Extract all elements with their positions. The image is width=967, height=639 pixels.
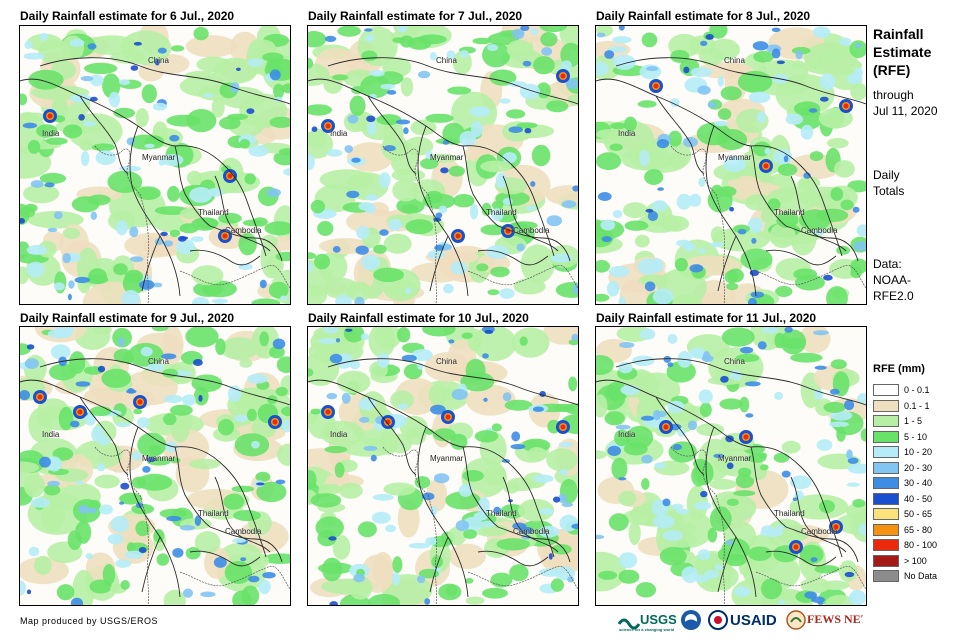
data-source-block: Data: NOAA- RFE2.0 <box>873 256 914 304</box>
legend-swatch <box>873 384 899 396</box>
rainfall-field <box>20 26 290 304</box>
legend-swatch <box>873 492 899 505</box>
map-credit: Map produced by USGS/EROS <box>20 616 159 626</box>
sidebar-title-line2: Estimate <box>873 44 932 60</box>
through-date: Jul 11, 2020 <box>873 104 938 118</box>
legend-label: 30 - 40 <box>904 478 933 488</box>
place-label-myanmar: Myanmar <box>718 153 752 162</box>
fews-net-logo: FEWS NET <box>786 608 869 632</box>
rainfall-field <box>308 26 578 304</box>
place-label-china: China <box>436 56 457 65</box>
place-label-india: India <box>330 129 348 138</box>
place-label-cambodia: Cambodia <box>513 527 550 536</box>
place-label-cambodia: Cambodia <box>513 226 550 235</box>
legend-label: 1 - 5 <box>904 416 923 426</box>
place-label-india: India <box>330 430 348 439</box>
place-label-cambodia: Cambodia <box>225 226 262 235</box>
panel-title-8-jul: Daily Rainfall estimate for 8 Jul., 2020 <box>596 9 811 23</box>
panel-title-9-jul: Daily Rainfall estimate for 9 Jul., 2020 <box>20 311 235 325</box>
panel-title-10-jul: Daily Rainfall estimate for 10 Jul., 202… <box>308 311 529 325</box>
agency-logos: USGS science for a changing world USAID … <box>617 608 869 632</box>
totals-line2: Totals <box>873 184 905 198</box>
place-label-china: China <box>148 357 169 366</box>
rainfall-map-7-jul: China India Myanmar Thailand Cambodia <box>307 25 579 305</box>
legend-label: 40 - 50 <box>904 493 933 504</box>
place-label-thailand: Thailand <box>486 208 517 217</box>
legend-title: RFE (mm) <box>873 363 925 375</box>
data-source-line2: RFE2.0 <box>873 289 914 303</box>
place-label-india: India <box>42 430 60 439</box>
legend-label: 5 - 10 <box>904 431 928 442</box>
place-label-india: India <box>618 129 636 138</box>
through-label: through <box>873 88 914 102</box>
svg-text:USAID: USAID <box>730 612 777 629</box>
legend-label: No Data <box>904 571 938 581</box>
panel-title-7-jul: Daily Rainfall estimate for 7 Jul., 2020 <box>308 9 523 23</box>
rainfall-field <box>308 327 578 605</box>
rainfall-field <box>596 26 866 304</box>
usgs-logo: USGS science for a changing world <box>617 608 677 632</box>
legend-swatch <box>873 570 899 582</box>
legend-label: 80 - 100 <box>904 540 938 550</box>
totals-block: Daily Totals <box>873 167 904 199</box>
legend-swatch <box>873 477 899 489</box>
place-label-thailand: Thailand <box>486 509 517 518</box>
place-label-myanmar: Myanmar <box>718 454 752 463</box>
rainfall-map-8-jul: China India Myanmar Thailand Cambodia <box>595 25 867 305</box>
place-label-thailand: Thailand <box>774 509 805 518</box>
place-label-thailand: Thailand <box>198 509 229 518</box>
svg-text:FEWS NET: FEWS NET <box>807 612 863 626</box>
sidebar-title-line1: Rainfall <box>873 26 924 42</box>
noaa-logo <box>680 608 702 632</box>
svg-text:science for a changing world: science for a changing world <box>619 627 675 632</box>
totals-line1: Daily <box>873 168 900 182</box>
rainfall-map-10-jul: China India Myanmar Thailand Cambodia <box>307 326 579 606</box>
place-label-myanmar: Myanmar <box>430 153 464 162</box>
svg-text:USGS: USGS <box>640 612 676 627</box>
legend-swatch <box>873 523 899 536</box>
legend-label: 20 - 30 <box>904 462 933 473</box>
legend-swatch <box>873 554 899 567</box>
usaid-logo: USAID <box>708 608 783 632</box>
legend-label: 50 - 65 <box>904 509 933 519</box>
panel-title-11-jul: Daily Rainfall estimate for 11 Jul., 202… <box>596 311 817 325</box>
rainfall-map-11-jul: China India Myanmar Thailand Cambodia <box>595 326 867 606</box>
legend-swatch <box>873 399 899 412</box>
legend-label: 0.1 - 1 <box>904 400 930 411</box>
place-label-cambodia: Cambodia <box>801 226 838 235</box>
legend-swatch <box>873 446 899 458</box>
place-label-china: China <box>436 357 457 366</box>
place-label-myanmar: Myanmar <box>142 454 176 463</box>
rainfall-map-9-jul: China India Myanmar Thailand Cambodia <box>19 326 291 606</box>
legend-label: > 100 <box>904 555 927 566</box>
place-label-china: China <box>148 56 169 65</box>
legend-swatch <box>873 430 899 443</box>
rainfall-map-6-jul: China India Myanmar Thailand Cambodia <box>19 25 291 305</box>
place-label-china: China <box>724 56 745 65</box>
sidebar-title: Rainfall Estimate (RFE) <box>873 25 931 79</box>
place-label-myanmar: Myanmar <box>430 454 464 463</box>
data-source-label: Data: <box>873 257 902 271</box>
legend-swatch <box>873 461 899 474</box>
place-label-india: India <box>618 430 636 439</box>
legend-label: 65 - 80 <box>904 524 933 535</box>
legend-label: 10 - 20 <box>904 447 933 457</box>
place-label-cambodia: Cambodia <box>225 527 262 536</box>
legend-label: 0 - 0.1 <box>904 385 930 395</box>
legend-swatch <box>873 508 899 520</box>
legend-swatch <box>873 415 899 427</box>
through-block: through Jul 11, 2020 <box>873 87 938 119</box>
place-label-myanmar: Myanmar <box>142 153 176 162</box>
rainfall-field <box>596 327 866 605</box>
legend-swatch <box>873 539 899 551</box>
sidebar-title-line3: (RFE) <box>873 62 911 78</box>
place-label-thailand: Thailand <box>198 208 229 217</box>
place-label-india: India <box>42 129 60 138</box>
place-label-thailand: Thailand <box>774 208 805 217</box>
place-label-cambodia: Cambodia <box>801 527 838 536</box>
panel-title-6-jul: Daily Rainfall estimate for 6 Jul., 2020 <box>20 9 235 23</box>
data-source-line1: NOAA- <box>873 273 912 287</box>
place-label-china: China <box>724 357 745 366</box>
rainfall-field <box>20 327 290 605</box>
